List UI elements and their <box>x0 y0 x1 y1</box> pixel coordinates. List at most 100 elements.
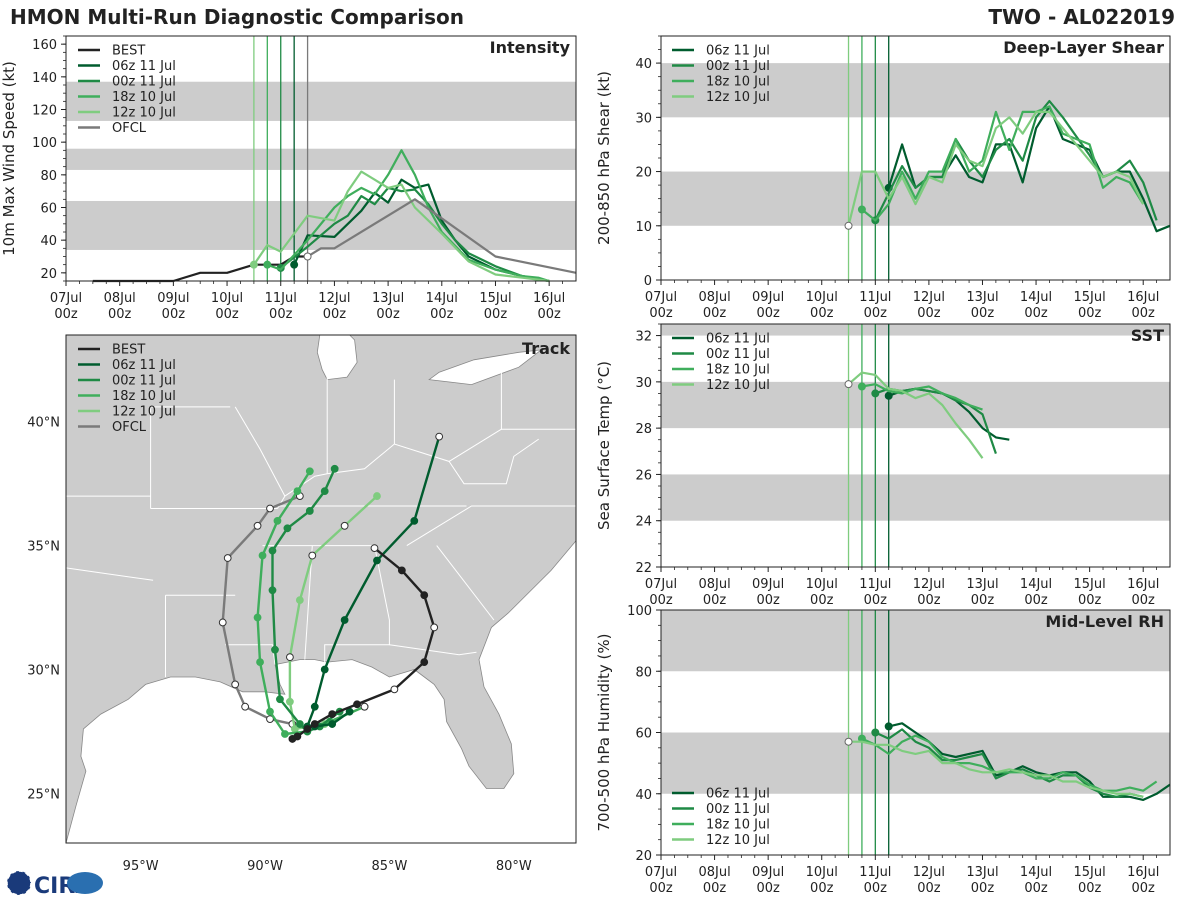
shear-xtick-label: 00z <box>971 306 995 321</box>
track-point <box>390 685 399 694</box>
shear-ytick-label: 10 <box>635 220 652 235</box>
track-point <box>286 697 294 706</box>
sst-xtick-label: 00z <box>649 593 673 608</box>
shear-xtick-label: 00z <box>649 306 673 321</box>
shear-xtick-label: 16Jul <box>1127 290 1159 305</box>
intensity-xtick-label: 11Jul <box>265 291 297 306</box>
rh-xtick-label: 12Jul <box>913 865 945 880</box>
intensity-title: Intensity <box>490 38 571 57</box>
shear-xtick-label: 12Jul <box>913 290 945 305</box>
track-point <box>258 551 267 560</box>
shear-start-point <box>857 205 866 214</box>
shear-xtick-label: 09Jul <box>752 290 784 305</box>
rh-start-point <box>844 737 853 746</box>
track-point <box>266 707 274 716</box>
sst-xtick-label: 09Jul <box>752 577 784 592</box>
rh-legend-label: 00z 11 Jul <box>706 802 770 817</box>
track-panel: 95°W 90°W 85°W 80°W 25°N 30°N 35°N 40°N Track BES… <box>27 334 616 874</box>
track-point <box>420 591 429 600</box>
sst-ylabel: Sea Surface Temp (°C) <box>595 361 613 530</box>
shear-ytick-label: 30 <box>635 111 652 126</box>
intensity-legend-label: 12z 10 Jul <box>112 106 176 121</box>
intensity-xtick-label: 00z <box>108 307 132 322</box>
sst-xtick-label: 15Jul <box>1074 577 1106 592</box>
intensity-xtick-label: 00z <box>430 307 454 322</box>
intensity-xtick-label: 09Jul <box>157 291 189 306</box>
intensity-start-point <box>303 252 312 261</box>
sst-xtick-label: 13Jul <box>966 577 998 592</box>
sst-xtick-label: 00z <box>971 593 995 608</box>
shear-ylabel: 200-850 hPa Shear (kt) <box>595 71 613 245</box>
sst-band <box>661 474 1170 521</box>
shear-xtick-label: 00z <box>756 306 780 321</box>
track-point <box>340 616 349 624</box>
sst-ytick-label: 22 <box>635 561 652 576</box>
track-legend-label: OFCL <box>112 420 147 435</box>
track-point <box>266 715 274 723</box>
track-point <box>223 554 232 562</box>
intensity-xtick-label: 14Jul <box>426 291 458 306</box>
rh-xtick-label: 00z <box>1024 881 1048 896</box>
intensity-legend-label: 06z 11 Jul <box>112 59 176 74</box>
intensity-legend-label: 18z 10 Jul <box>112 90 176 105</box>
shear-xtick-label: 00z <box>917 306 941 321</box>
sst-xtick-label: 00z <box>1078 593 1102 608</box>
track-lon-label: 85°W <box>371 859 407 874</box>
state-border <box>150 406 231 509</box>
rh-xtick-label: 15Jul <box>1074 865 1106 880</box>
shear-xtick-label: 15Jul <box>1074 290 1106 305</box>
track-point <box>320 487 329 496</box>
intensity-start-point <box>249 260 258 269</box>
shear-xtick-label: 10Jul <box>806 290 838 305</box>
rh-xtick-label: 10Jul <box>806 865 838 880</box>
shear-ytick-label: 40 <box>635 57 652 72</box>
intensity-xtick-label: 13Jul <box>372 291 404 306</box>
shear-xtick-label: 00z <box>1024 306 1048 321</box>
rh-xtick-label: 00z <box>756 881 780 896</box>
track-legend-label: BEST <box>112 343 145 358</box>
track-point <box>253 521 262 530</box>
sst-xtick-label: 08Jul <box>698 577 730 592</box>
rh-xtick-label: 07Jul <box>645 865 677 880</box>
shear-series-line <box>861 105 1145 222</box>
sst-ytick-label: 32 <box>635 330 652 345</box>
rh-xtick-label: 16Jul <box>1127 865 1159 880</box>
state-border <box>436 545 495 621</box>
intensity-band <box>66 148 576 170</box>
intensity-xtick-label: 00z <box>162 307 186 322</box>
track-point <box>271 645 279 654</box>
track-point <box>266 504 274 513</box>
sst-band <box>661 324 1170 336</box>
shear-start-point <box>844 221 853 230</box>
track-point <box>373 556 381 565</box>
track-lon-label: 95°W <box>123 859 159 874</box>
rh-xtick-label: 00z <box>810 881 834 896</box>
rh-xtick-label: 00z <box>1078 881 1102 896</box>
intensity-start-point <box>263 260 272 269</box>
rh-start-point <box>884 722 893 731</box>
track-lat-label: 25°N <box>27 787 60 802</box>
shear-xtick-label: 00z <box>810 306 834 321</box>
intensity-panel: 2040608010012014016007Jul00z08Jul00z09Ju… <box>0 35 577 322</box>
sst-ytick-label: 26 <box>635 468 652 483</box>
sst-xtick-label: 00z <box>1132 593 1156 608</box>
rh-xtick-label: 08Jul <box>698 865 730 880</box>
rh-ytick-label: 80 <box>635 665 652 680</box>
track-point <box>330 464 339 473</box>
track-point <box>420 658 429 667</box>
track-lat-label: 40°N <box>27 416 60 431</box>
sst-xtick-label: 00z <box>864 593 888 608</box>
track-point <box>281 730 289 738</box>
shear-band <box>661 63 1170 118</box>
rh-ytick-label: 40 <box>635 788 652 803</box>
lake-erie <box>428 349 543 386</box>
intensity-ytick-label: 140 <box>32 71 57 86</box>
track-lat-label: 30°N <box>27 664 60 679</box>
track-point <box>410 516 419 525</box>
intensity-start-point <box>290 260 299 269</box>
rh-xtick-label: 14Jul <box>1020 865 1052 880</box>
shear-xtick-label: 00z <box>864 306 888 321</box>
sst-legend-label: 18z 10 Jul <box>706 363 770 378</box>
shear-xtick-label: 11Jul <box>859 290 891 305</box>
track-point <box>397 566 406 575</box>
